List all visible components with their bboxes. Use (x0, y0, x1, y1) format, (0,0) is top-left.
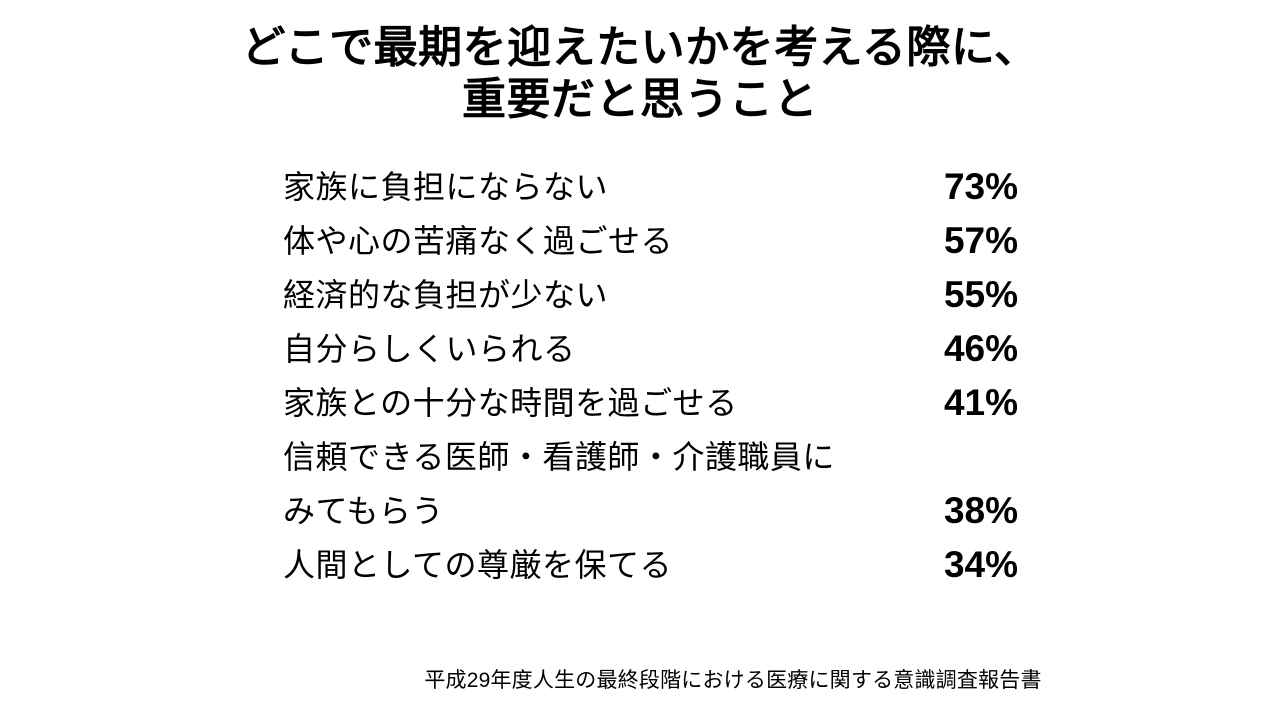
item-label: 人間としての尊厳を保てる (283, 547, 673, 583)
item-percent: 38% (943, 490, 1018, 531)
item-label: 経済的な負担が少ない (283, 277, 609, 313)
item-label: 自分らしくいられる (283, 331, 576, 367)
slide-title: どこで最期を迎えたいかを考える際に、 重要だと思うこと (241, 23, 1039, 124)
item-percent: 55% (943, 274, 1018, 315)
item-percent: 46% (943, 328, 1018, 369)
source-citation: 平成29年度人生の最終段階における医療に関する意識調査報告書 (424, 669, 1042, 692)
list-item: 家族に負担にならない 73% (283, 160, 1018, 214)
list-item: 信頼できる医師・看護師・介護職員に みてもらう 38% (283, 430, 1018, 538)
item-percent: 34% (943, 544, 1018, 585)
item-percent: 41% (943, 382, 1018, 423)
item-percent: 73% (943, 166, 1018, 207)
item-percent: 57% (943, 220, 1018, 261)
list-item: 人間としての尊厳を保てる 34% (283, 538, 1018, 592)
list-item: 家族との十分な時間を過ごせる 41% (283, 376, 1018, 430)
item-label: 家族に負担にならない (283, 169, 609, 205)
list-item: 自分らしくいられる 46% (283, 322, 1018, 376)
item-label: 信頼できる医師・看護師・介護職員に みてもらう (283, 439, 835, 529)
list-item: 経済的な負担が少ない 55% (283, 268, 1018, 322)
item-label: 家族との十分な時間を過ごせる (283, 385, 738, 421)
item-label: 体や心の苦痛なく過ごせる (283, 223, 674, 259)
list-item: 体や心の苦痛なく過ごせる 57% (283, 214, 1018, 268)
survey-item-list: 家族に負担にならない 73% 体や心の苦痛なく過ごせる 57% 経済的な負担が少… (283, 160, 1018, 592)
